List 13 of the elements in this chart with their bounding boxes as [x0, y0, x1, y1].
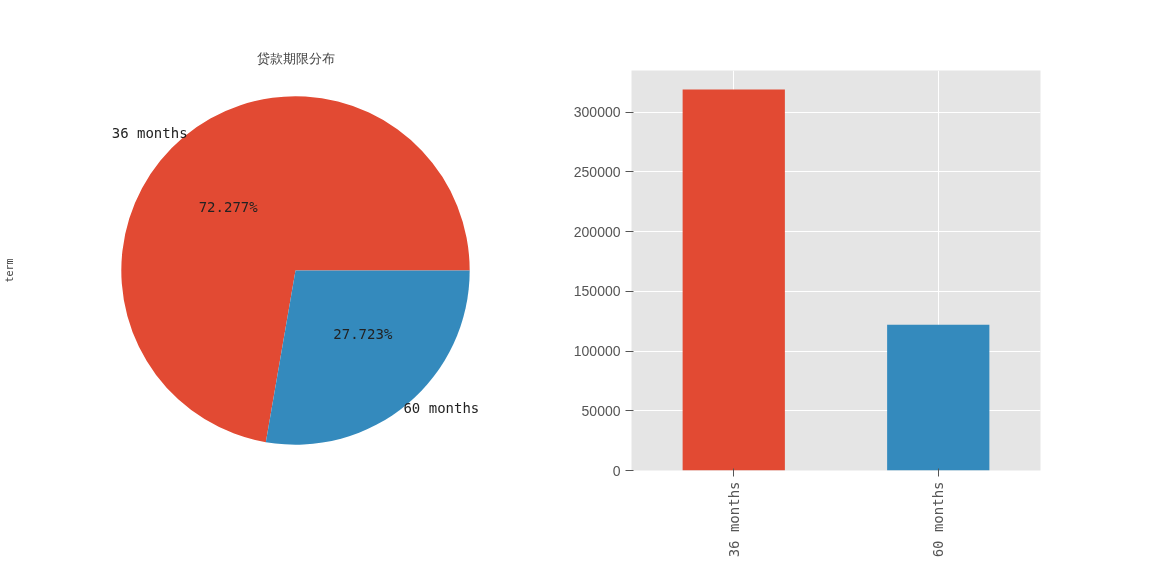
slice-label: 36 months — [111, 125, 188, 142]
y-tick-label: 300000 — [573, 104, 621, 121]
y-tick-label: 100000 — [573, 343, 621, 360]
y-tick-label: 250000 — [573, 163, 621, 180]
y-tick-label: 150000 — [573, 283, 621, 300]
y-tick-label: 0 — [612, 462, 621, 479]
chart-title: 贷款期限分布 — [256, 50, 335, 66]
y-tick-label: 200000 — [573, 223, 621, 240]
data-label: 72.277% — [198, 199, 259, 216]
y-tick-label: 50000 — [581, 402, 621, 419]
data-label: 27.723% — [333, 325, 393, 342]
slice-label: 60 months — [403, 399, 480, 416]
text: term — [3, 258, 15, 283]
